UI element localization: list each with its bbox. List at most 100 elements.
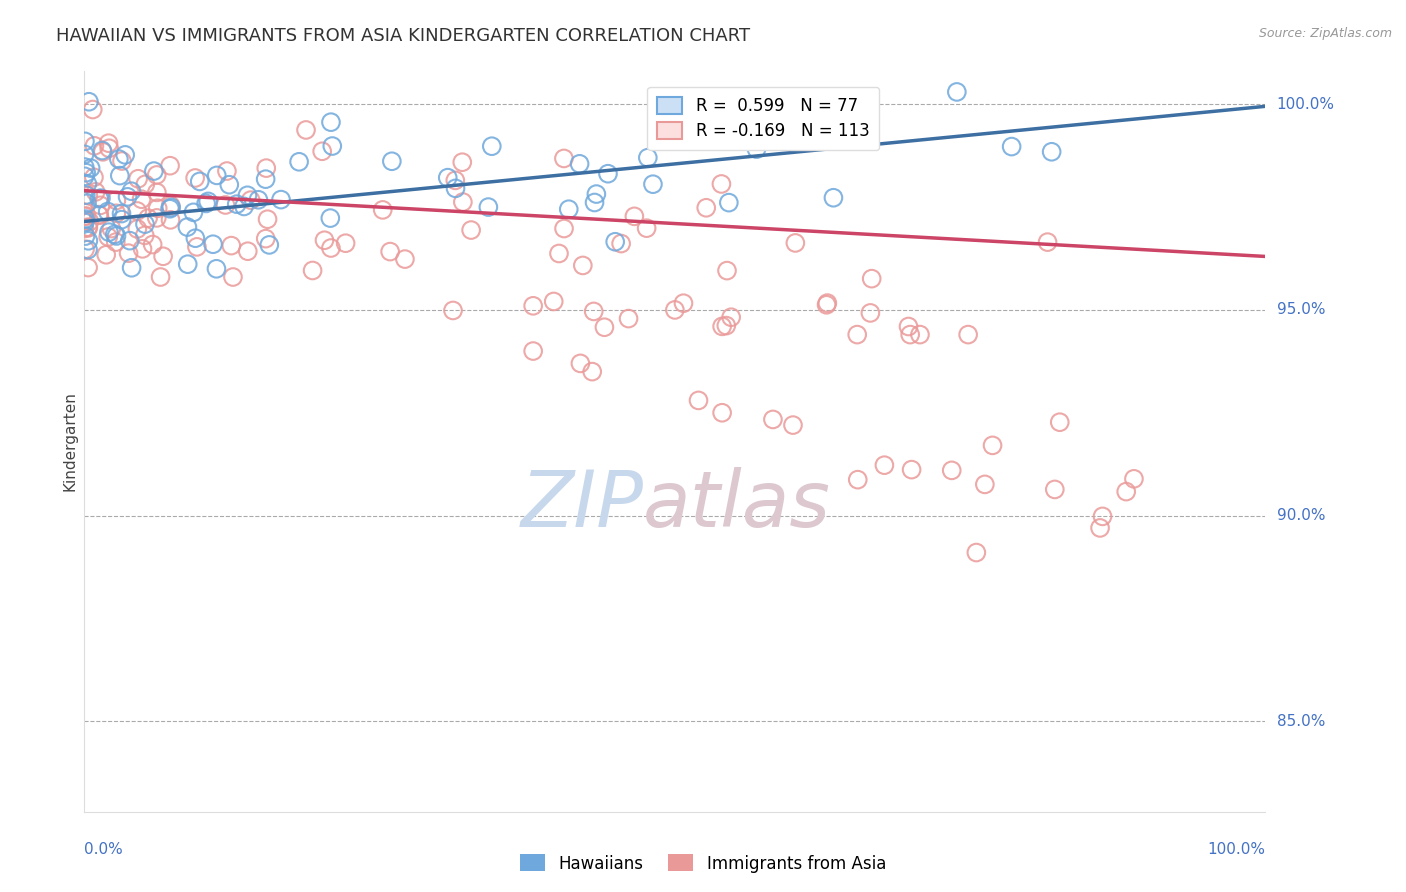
Point bbox=[197, 194, 219, 209]
Point bbox=[222, 270, 245, 285]
Point bbox=[108, 169, 131, 183]
Point bbox=[823, 191, 845, 205]
Point bbox=[117, 190, 139, 204]
Text: Source: ZipAtlas.com: Source: ZipAtlas.com bbox=[1258, 27, 1392, 40]
Point bbox=[84, 185, 107, 199]
Text: 90.0%: 90.0% bbox=[1277, 508, 1324, 523]
Point bbox=[965, 545, 987, 559]
Point bbox=[111, 154, 134, 169]
Point bbox=[394, 252, 416, 266]
Point bbox=[617, 311, 640, 326]
Point bbox=[321, 139, 343, 153]
Point bbox=[131, 192, 153, 206]
Point bbox=[127, 171, 149, 186]
Point bbox=[89, 198, 111, 212]
Point bbox=[77, 234, 100, 248]
Point bbox=[73, 147, 96, 161]
Point bbox=[247, 193, 270, 207]
Point bbox=[225, 197, 247, 211]
Point bbox=[108, 152, 131, 166]
Point bbox=[73, 210, 96, 224]
Point bbox=[378, 244, 401, 259]
Point bbox=[481, 139, 503, 153]
Point bbox=[745, 142, 768, 156]
Point bbox=[73, 169, 96, 184]
Point bbox=[77, 260, 100, 275]
Point bbox=[186, 240, 208, 254]
Point bbox=[581, 365, 603, 379]
Point bbox=[314, 233, 336, 247]
Point bbox=[114, 148, 136, 162]
Point bbox=[205, 261, 228, 276]
Point bbox=[73, 134, 96, 148]
Point bbox=[75, 205, 97, 219]
Point bbox=[451, 195, 474, 210]
Point bbox=[711, 319, 734, 334]
Point bbox=[73, 215, 96, 229]
Point bbox=[641, 177, 664, 191]
Point bbox=[672, 296, 695, 310]
Point bbox=[83, 138, 105, 153]
Text: 100.0%: 100.0% bbox=[1208, 842, 1265, 857]
Point bbox=[77, 188, 100, 202]
Point bbox=[1043, 483, 1066, 497]
Point bbox=[254, 161, 277, 175]
Point bbox=[451, 155, 474, 169]
Point bbox=[254, 232, 277, 246]
Point bbox=[1115, 484, 1137, 499]
Point bbox=[1040, 145, 1063, 159]
Point bbox=[256, 212, 278, 227]
Point bbox=[218, 178, 240, 192]
Point bbox=[636, 221, 658, 235]
Point bbox=[688, 393, 710, 408]
Point bbox=[77, 220, 100, 235]
Point bbox=[664, 302, 686, 317]
Point bbox=[96, 248, 118, 262]
Point bbox=[873, 458, 896, 472]
Point bbox=[104, 227, 127, 242]
Point bbox=[441, 303, 464, 318]
Point bbox=[239, 193, 262, 207]
Point bbox=[177, 257, 200, 271]
Point bbox=[596, 167, 619, 181]
Point bbox=[371, 202, 394, 217]
Point bbox=[76, 177, 98, 191]
Point bbox=[75, 212, 97, 227]
Point bbox=[134, 217, 156, 231]
Point bbox=[104, 235, 127, 249]
Point bbox=[77, 243, 100, 257]
Point bbox=[73, 221, 96, 235]
Point bbox=[548, 246, 571, 260]
Point bbox=[543, 294, 565, 309]
Point bbox=[188, 174, 211, 188]
Point bbox=[89, 208, 111, 222]
Point bbox=[637, 151, 659, 165]
Point bbox=[77, 220, 100, 235]
Point bbox=[553, 152, 575, 166]
Point bbox=[105, 206, 128, 220]
Text: ZIP: ZIP bbox=[520, 467, 643, 543]
Point bbox=[131, 242, 153, 256]
Point bbox=[142, 237, 165, 252]
Point bbox=[436, 170, 458, 185]
Point bbox=[908, 327, 931, 342]
Point bbox=[97, 136, 120, 150]
Point bbox=[79, 214, 101, 228]
Point bbox=[111, 212, 134, 227]
Point bbox=[142, 164, 165, 178]
Point bbox=[127, 222, 149, 236]
Point bbox=[205, 169, 228, 183]
Point bbox=[89, 192, 111, 206]
Point bbox=[75, 166, 97, 180]
Point bbox=[1036, 235, 1059, 249]
Point bbox=[73, 242, 96, 256]
Point bbox=[288, 154, 311, 169]
Point bbox=[762, 412, 785, 426]
Point bbox=[311, 145, 333, 159]
Point bbox=[720, 310, 742, 325]
Point bbox=[1091, 509, 1114, 524]
Point bbox=[568, 157, 591, 171]
Point bbox=[97, 230, 120, 244]
Point bbox=[184, 231, 207, 245]
Point bbox=[583, 195, 606, 210]
